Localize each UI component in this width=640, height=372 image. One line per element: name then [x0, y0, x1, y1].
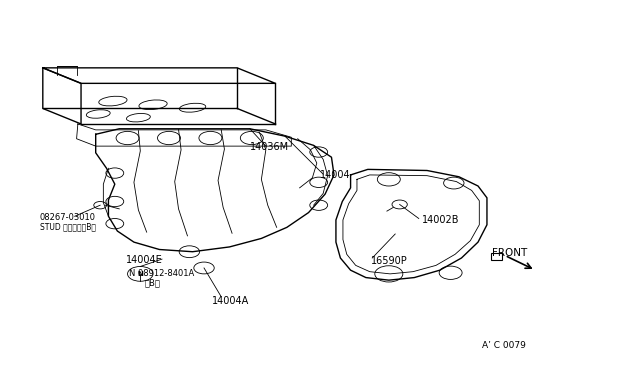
Text: 14002B: 14002B — [422, 215, 460, 225]
Text: 14004E: 14004E — [125, 255, 163, 265]
Text: N 08912-8401A: N 08912-8401A — [129, 269, 194, 278]
Text: 14004A: 14004A — [212, 296, 249, 306]
Text: FRONT: FRONT — [492, 248, 527, 258]
Text: A’ C 0079: A’ C 0079 — [483, 341, 526, 350]
Text: （B）: （B） — [145, 278, 161, 287]
Text: 14004: 14004 — [320, 170, 351, 180]
Text: 08267-03010: 08267-03010 — [40, 213, 95, 222]
Text: N: N — [138, 271, 143, 277]
Text: 16590P: 16590P — [371, 256, 408, 266]
Text: 14036M: 14036M — [250, 142, 289, 152]
Bar — [491, 253, 502, 260]
Text: STUD スタッド（B）: STUD スタッド（B） — [40, 222, 95, 231]
